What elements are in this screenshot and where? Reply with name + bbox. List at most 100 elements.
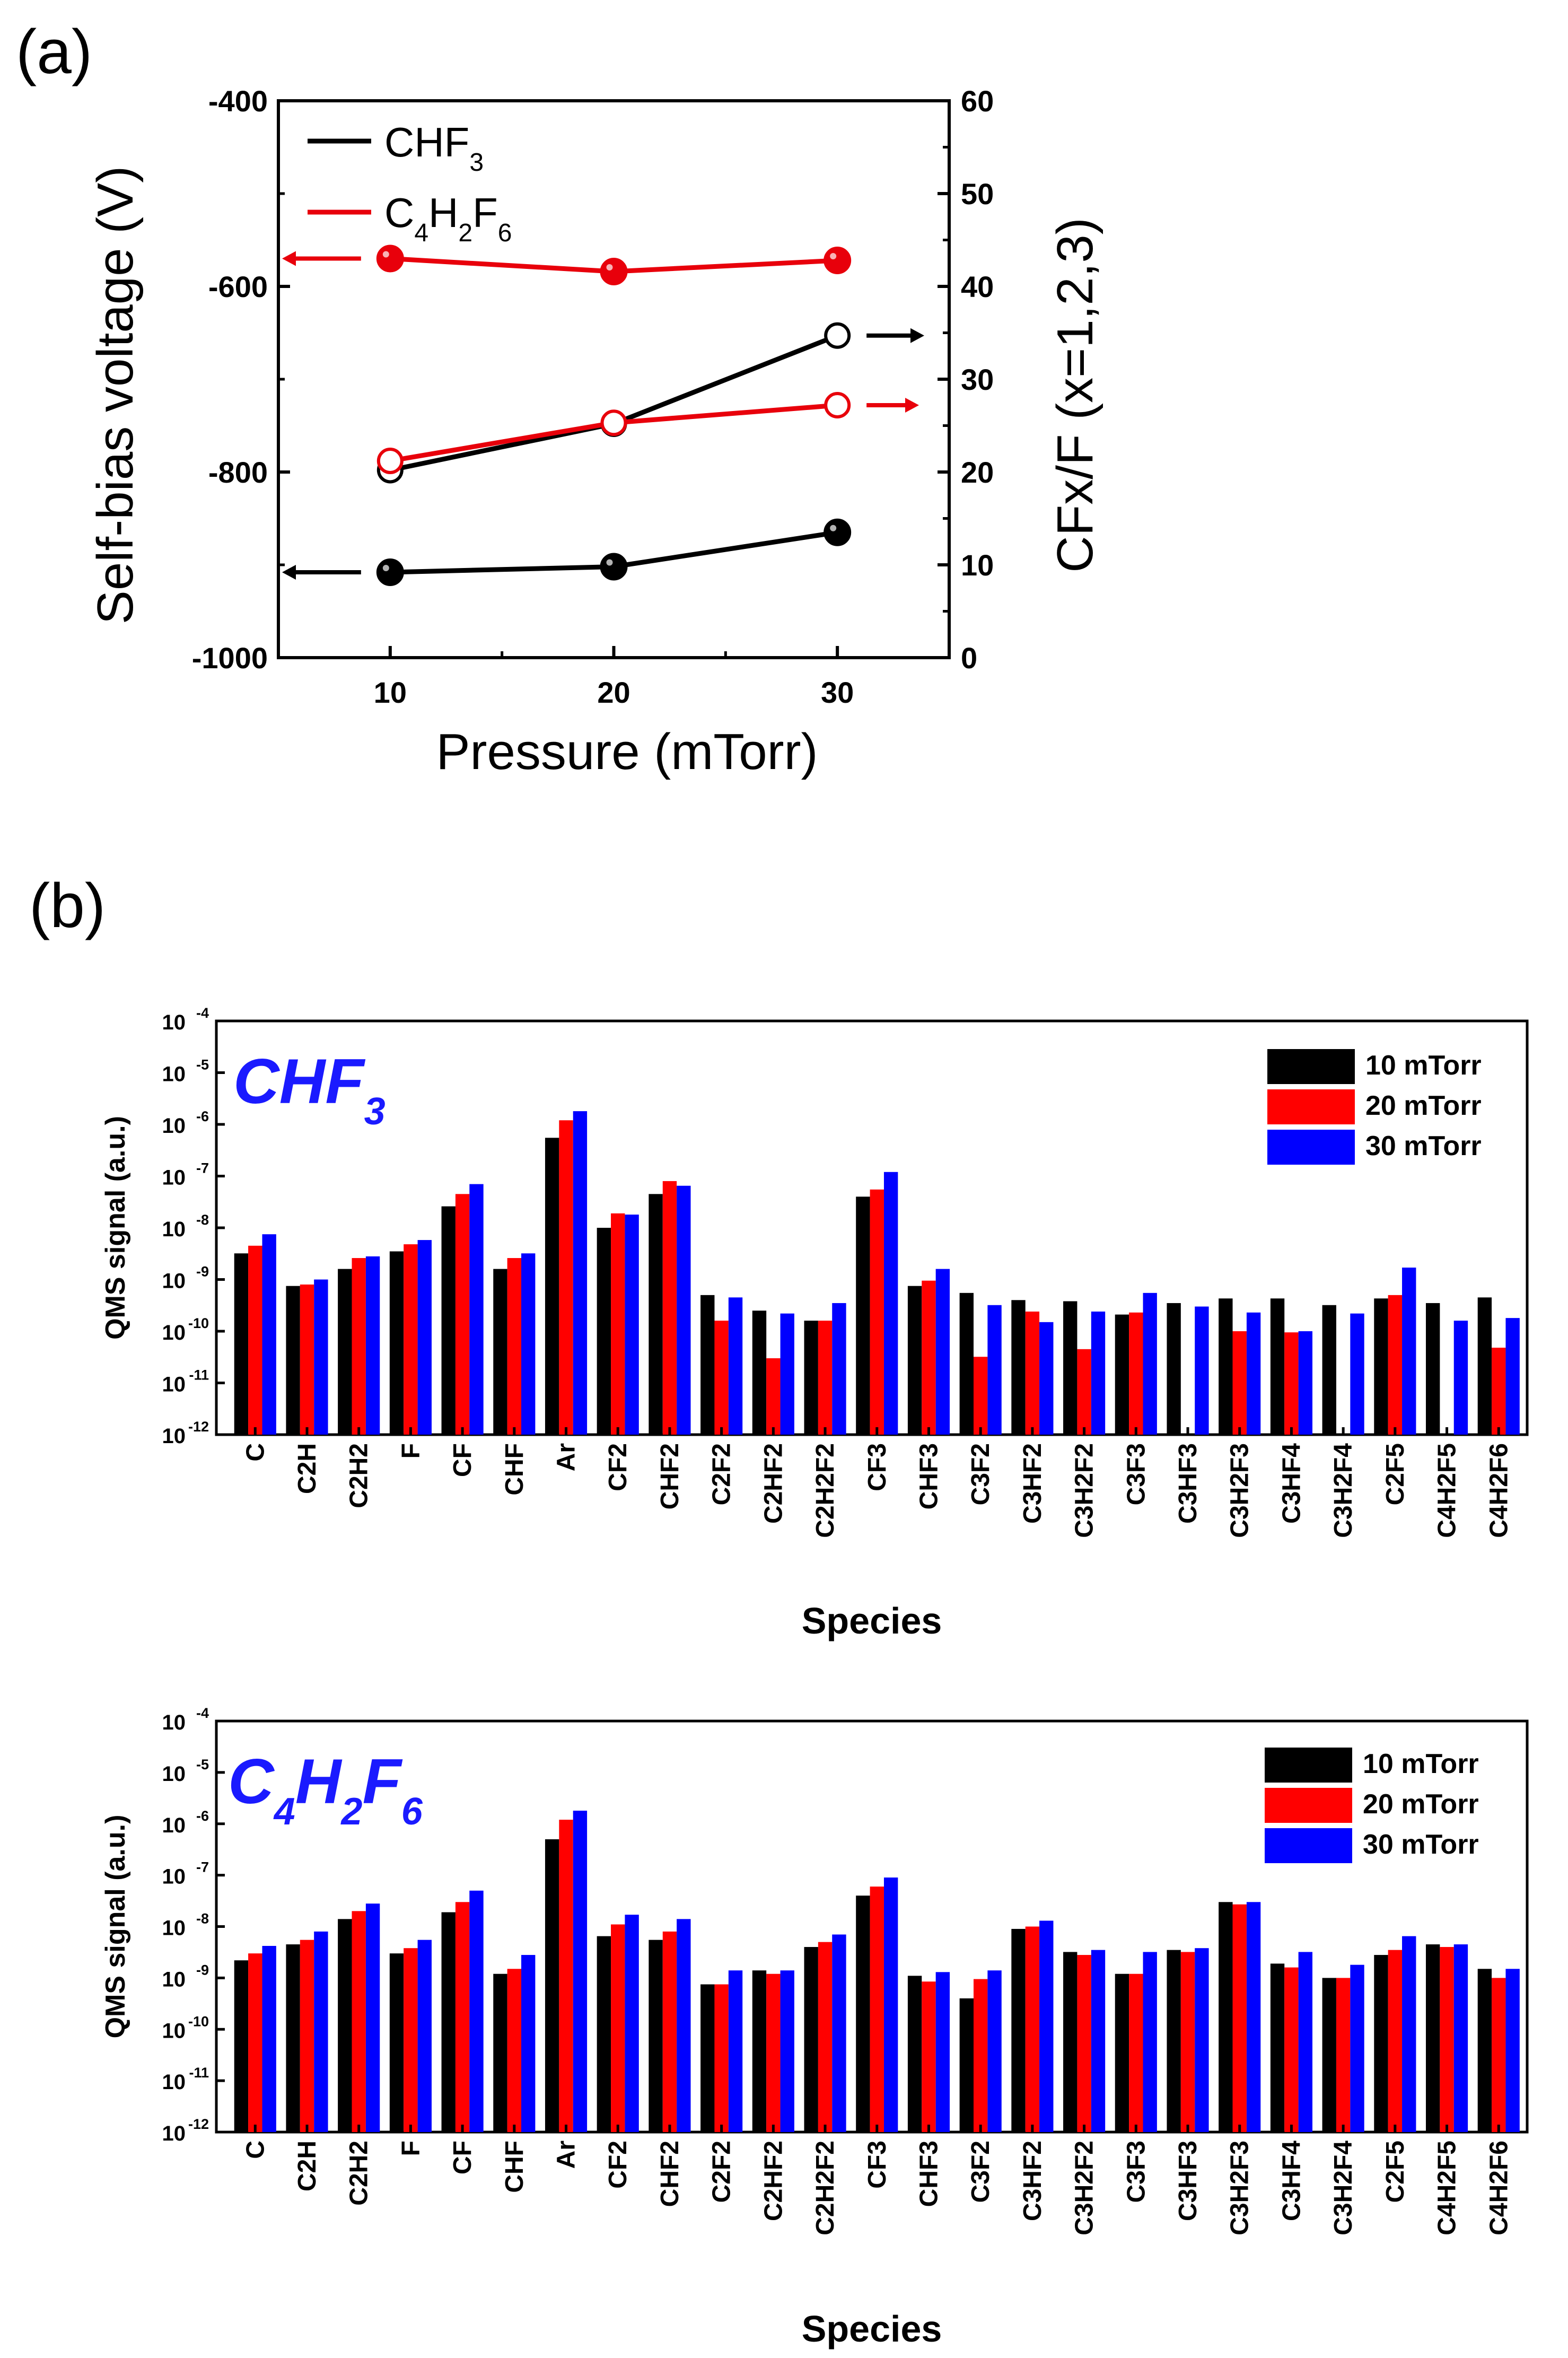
bar	[1270, 1298, 1285, 1435]
category-label: C3H2F3	[1226, 2141, 1254, 2235]
bar	[766, 1973, 781, 2132]
bar	[700, 1295, 715, 1435]
y-tick-label: 10	[162, 1814, 186, 1837]
bar	[1322, 1305, 1336, 1435]
bar	[286, 1944, 300, 2132]
bar	[1143, 1292, 1157, 1435]
category-label: CF2	[604, 1443, 632, 1491]
y-tick-exponent: -7	[196, 1859, 209, 1875]
y-tick-exponent: -5	[196, 1057, 209, 1073]
bar	[1505, 1969, 1520, 2132]
bar	[1453, 1944, 1468, 2132]
bar	[1232, 1331, 1247, 1435]
y-tick-label: 10	[162, 1218, 186, 1241]
y-tick-label: 10	[162, 1270, 186, 1293]
legend-swatch	[1265, 1788, 1352, 1823]
category-label: Ar	[553, 2141, 581, 2169]
y-tick-exponent: -11	[189, 2065, 209, 2081]
panel-b-c4h2f6-title: C4H2F6	[228, 1746, 423, 1833]
category-label: C3F2	[967, 2141, 995, 2203]
bar	[922, 1981, 936, 2132]
panel-b-c4h2f6-y-title: QMS signal (a.u.)	[100, 1815, 131, 2039]
bar	[987, 1970, 1002, 2132]
bar	[780, 1970, 794, 2132]
left-tick-label: -600	[208, 270, 268, 303]
bar	[234, 1253, 249, 1435]
bar	[1492, 1348, 1506, 1435]
bar	[1025, 1926, 1040, 2132]
bar	[338, 1269, 352, 1435]
bar	[559, 1120, 573, 1435]
data-point-filled	[376, 558, 404, 586]
y-tick-label: 10	[162, 1968, 186, 1991]
bar	[856, 1896, 870, 2132]
marker-highlight	[830, 525, 837, 531]
bar	[597, 1936, 611, 2132]
bar	[404, 1244, 418, 1435]
category-label: C	[241, 2141, 269, 2159]
category-label: C2H2	[345, 2141, 373, 2206]
category-label: C4H2F5	[1433, 2141, 1461, 2235]
x-axis-title: Pressure (mTorr)	[436, 723, 818, 780]
bar	[352, 1258, 366, 1435]
right-tick-label: 20	[961, 456, 994, 489]
category-label: C4H2F6	[1485, 2141, 1513, 2235]
bar	[1440, 1947, 1454, 2132]
bar	[832, 1934, 846, 2132]
y-tick-exponent: -11	[189, 1367, 209, 1383]
bar	[521, 1253, 536, 1435]
y-tick-label: 10	[162, 1373, 186, 1396]
bar	[573, 1811, 588, 2132]
bar	[417, 1940, 432, 2132]
legend-swatch	[1267, 1049, 1355, 1084]
bar	[1402, 1268, 1416, 1435]
bar	[804, 1947, 818, 2132]
marker-highlight	[606, 559, 613, 566]
y-tick-exponent: -6	[196, 1808, 209, 1824]
category-label: CHF	[501, 1443, 529, 1496]
y-tick-label: 10	[162, 1711, 186, 1734]
right-axis-title: CFx/F (x=1,2,3)	[1047, 217, 1103, 572]
bar	[818, 1321, 833, 1435]
bar	[922, 1280, 936, 1435]
bar	[314, 1931, 328, 2132]
panel-b-chf3-y-title: QMS signal (a.u.)	[100, 1116, 131, 1340]
bar	[1477, 1297, 1492, 1435]
data-point-filled	[600, 553, 628, 581]
legend-label: 10 mTorr	[1363, 1749, 1479, 1779]
panel-b-chf3-title: CHF3	[233, 1046, 386, 1133]
bar	[441, 1206, 455, 1435]
legend-swatch	[1265, 1748, 1352, 1783]
bar	[573, 1111, 588, 1435]
bar	[1219, 1902, 1233, 2132]
bar	[959, 1998, 974, 2132]
category-label: C3F3	[1122, 2141, 1150, 2203]
bar	[1284, 1967, 1299, 2132]
category-label: CF2	[604, 2141, 632, 2189]
black-left-arrow-head	[282, 565, 296, 580]
legend-label: 30 mTorr	[1365, 1131, 1482, 1161]
bar	[365, 1256, 380, 1435]
bar	[1425, 1303, 1440, 1435]
y-tick-exponent: -4	[196, 1705, 209, 1721]
bar	[1350, 1964, 1364, 2132]
bar	[780, 1313, 794, 1435]
bar	[1246, 1312, 1261, 1435]
category-label: C3HF4	[1277, 2141, 1306, 2221]
bar	[455, 1194, 470, 1435]
panel-a-label: (a)	[16, 17, 93, 87]
bar	[1063, 1301, 1078, 1435]
y-tick-exponent: -12	[188, 1419, 209, 1435]
red-left-arrow-head	[282, 251, 296, 266]
legend-swatch	[1267, 1089, 1355, 1124]
panel-b-chf3-x-title: Species	[802, 1600, 942, 1641]
bar	[493, 1973, 507, 2132]
bar	[752, 1311, 767, 1435]
right-tick-label: 0	[961, 641, 977, 675]
y-tick-exponent: -12	[188, 2116, 209, 2132]
category-label: C2H	[293, 2141, 321, 2191]
bar	[469, 1184, 484, 1435]
bar	[728, 1297, 743, 1435]
